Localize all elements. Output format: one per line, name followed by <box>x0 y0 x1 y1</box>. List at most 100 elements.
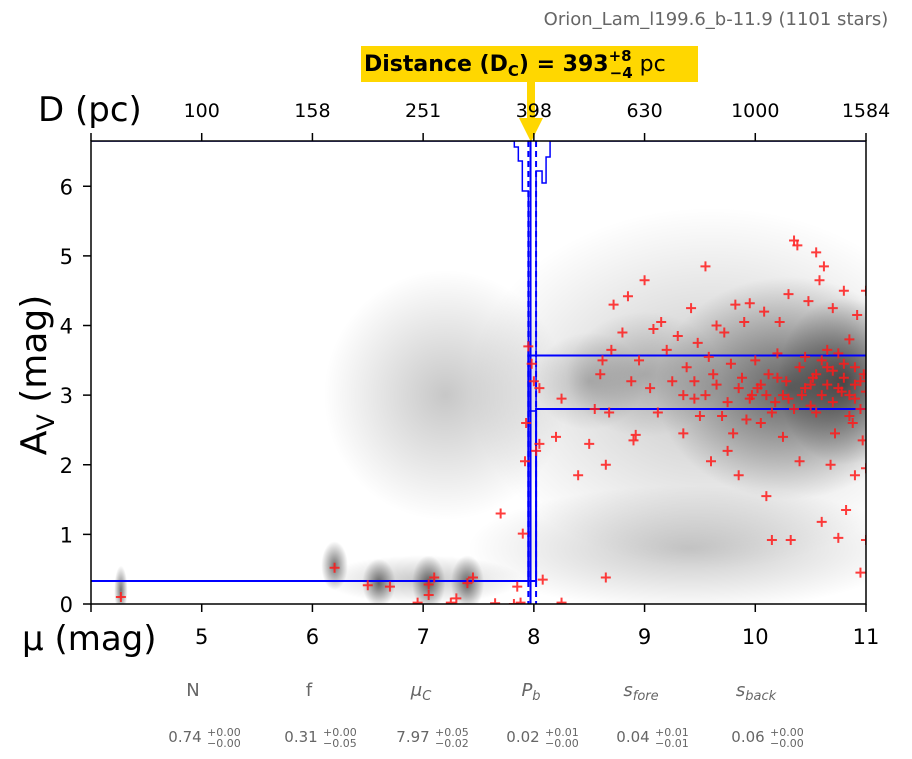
star-marker <box>652 407 663 418</box>
star-marker <box>763 369 774 380</box>
star-marker <box>692 337 703 348</box>
star-marker <box>115 592 126 603</box>
star-marker <box>750 355 761 366</box>
star-marker <box>508 599 519 604</box>
distance-arrow <box>519 82 543 142</box>
star-marker <box>722 397 733 408</box>
star-marker <box>733 383 744 394</box>
star-marker <box>537 574 548 585</box>
star-marker <box>656 317 667 328</box>
star-marker <box>462 578 473 589</box>
param-upper-error: +0.00 <box>770 726 804 739</box>
star-marker <box>822 344 833 355</box>
top-axis-title: D (pc) <box>38 90 142 130</box>
x-axis-title: μ (mag) <box>22 619 157 659</box>
star-marker <box>730 299 741 310</box>
y-tick-label: 2 <box>60 454 73 478</box>
star-marker <box>584 438 595 449</box>
star-marker <box>711 379 722 390</box>
star-marker <box>634 355 645 366</box>
param-upper-error: +0.00 <box>207 726 241 739</box>
star-marker <box>849 362 860 373</box>
star-marker <box>827 365 838 376</box>
star-marker <box>838 285 849 296</box>
star-marker <box>789 404 800 415</box>
star-marker <box>600 572 611 583</box>
star-marker <box>827 303 838 314</box>
star-marker <box>855 376 866 387</box>
chart-title: Orion_Lam_l199.6_b-11.9 (1101 stars) <box>544 9 889 30</box>
plot-frame <box>90 140 867 605</box>
top-tick-label: 630 <box>626 100 662 122</box>
star-marker <box>855 567 866 578</box>
distance-posterior-histogram <box>91 141 866 412</box>
star-marker <box>755 417 766 428</box>
star-marker <box>733 470 744 481</box>
y-tick-label: 1 <box>60 523 73 547</box>
star-marker <box>517 528 528 539</box>
star-marker <box>725 358 736 369</box>
x-tick-label: 11 <box>853 625 880 649</box>
star-marker <box>783 393 794 404</box>
star-marker <box>719 327 730 338</box>
star-marker <box>534 438 545 449</box>
star-marker <box>847 417 858 428</box>
star-marker <box>822 362 833 373</box>
top-tick-label: 251 <box>405 100 441 122</box>
star-marker <box>811 247 822 258</box>
star-marker <box>694 411 705 422</box>
param-upper-error: +0.01 <box>655 726 689 739</box>
star-marker <box>772 348 783 359</box>
star-marker <box>844 334 855 345</box>
star-marker <box>772 372 783 383</box>
star-marker <box>838 372 849 383</box>
star-marker <box>766 407 777 418</box>
param-0: N 0.74 +0.00−0.00 <box>168 680 240 750</box>
star-marker <box>852 310 863 321</box>
star-marker <box>744 393 755 404</box>
param-lower-error: −0.00 <box>207 737 241 750</box>
star-marker <box>818 261 829 272</box>
star-marker <box>534 383 545 394</box>
star-marker <box>606 344 617 355</box>
star-marker <box>822 379 833 390</box>
star-marker <box>520 456 530 467</box>
top-tick-label: 398 <box>516 100 552 122</box>
star-marker <box>816 355 827 366</box>
star-marker <box>761 491 772 502</box>
star-marker <box>777 431 788 442</box>
star-marker <box>467 572 478 583</box>
star-marker <box>838 358 849 369</box>
star-marker <box>855 404 866 415</box>
y-tick-label: 5 <box>60 245 73 269</box>
y-tick-label: 4 <box>60 315 73 339</box>
star-marker <box>689 376 700 387</box>
star-marker <box>628 435 639 446</box>
star-marker <box>556 597 567 604</box>
star-marker <box>841 505 852 516</box>
star-marker <box>737 372 747 383</box>
distance-banner <box>361 46 698 82</box>
star-marker <box>423 589 434 600</box>
star-marker <box>528 376 539 387</box>
star-marker <box>667 376 678 387</box>
star-marker <box>589 404 600 415</box>
param-5: sback 0.06 +0.00−0.00 <box>731 680 803 750</box>
param-value: 0.02 <box>506 728 539 746</box>
param-name: sfore <box>623 680 658 704</box>
density-blob <box>323 269 568 521</box>
star-marker <box>794 362 805 373</box>
param-value: 0.04 <box>616 728 649 746</box>
star-marker <box>811 369 822 380</box>
star-marker <box>604 407 615 418</box>
star-marker <box>622 291 633 302</box>
param-lower-error: −0.01 <box>655 737 689 750</box>
y-tick-label: 6 <box>60 175 73 199</box>
param-4: sfore 0.04 +0.01−0.01 <box>616 680 688 750</box>
star-marker <box>423 579 434 590</box>
star-marker <box>830 428 840 439</box>
star-marker <box>686 303 697 314</box>
param-name: μC <box>410 680 432 704</box>
star-marker <box>849 393 860 404</box>
star-marker <box>857 435 866 446</box>
